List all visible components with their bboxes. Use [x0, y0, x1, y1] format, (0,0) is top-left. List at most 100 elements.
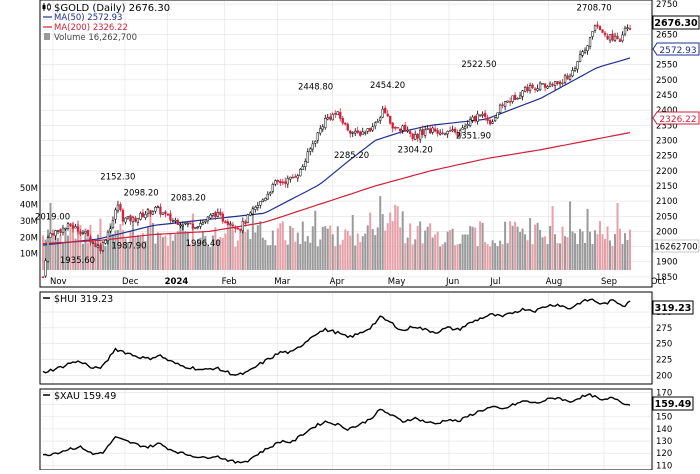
main-panel-frame [39, 0, 653, 288]
volume-bar [131, 223, 134, 270]
volume-bar [109, 223, 112, 270]
ma50-line [42, 57, 631, 246]
candle-body [281, 181, 284, 184]
volume-bar [414, 239, 417, 270]
volume-bar [424, 230, 427, 270]
candle-body [131, 216, 135, 223]
candle-body [124, 217, 127, 223]
volume-bar [124, 238, 127, 270]
price-annotation: 2083.20 [171, 193, 206, 203]
month-tick-label: 2024 [165, 277, 189, 287]
candle-body [621, 34, 624, 42]
candle-body [94, 242, 97, 247]
volume-bar [69, 227, 72, 270]
volume-bar [64, 229, 67, 270]
volume-bar [429, 223, 432, 270]
volume-bar [354, 245, 357, 270]
svg-text:2676.30: 2676.30 [654, 18, 698, 29]
volume-bar [66, 235, 69, 270]
candle-body [224, 221, 227, 224]
candle-body [571, 70, 574, 77]
candle-body [531, 84, 534, 88]
volume-bar [146, 226, 149, 270]
candle-body [259, 201, 262, 206]
volume-bar [554, 234, 557, 270]
candle-body [416, 133, 419, 139]
volume-bar [359, 241, 362, 270]
volume-bar [464, 234, 467, 270]
volume-bar [471, 226, 474, 270]
candle-body [319, 128, 322, 134]
volume-bar [174, 234, 177, 270]
candle-body [381, 108, 384, 118]
candle-body [234, 226, 237, 229]
candle-body [498, 104, 502, 113]
candle-body [156, 206, 160, 208]
candle-body [129, 215, 132, 222]
month-tick-label: Sep [601, 277, 617, 287]
candle-body [51, 233, 55, 236]
volume-bar [416, 225, 419, 270]
price-tick-label: 2100 [656, 197, 678, 207]
candle-body [548, 83, 552, 87]
candle-body [194, 227, 197, 229]
candle-body [369, 127, 372, 132]
candle-body [119, 204, 122, 211]
volume-bar [409, 223, 412, 270]
candle-body [441, 132, 444, 135]
svg-text:319.23: 319.23 [655, 303, 692, 314]
volume-bar [304, 241, 307, 270]
volume-bar [229, 225, 232, 270]
volume-bar [406, 237, 409, 270]
xau-tick-label: 150 [656, 413, 672, 423]
candle-body [186, 222, 190, 225]
volume-bar [549, 226, 552, 270]
volume-bar [589, 231, 592, 270]
volume-bar [401, 211, 404, 270]
volume-bar [351, 214, 354, 270]
volume-bar [86, 242, 89, 270]
volume-bar [616, 202, 619, 270]
volume-bar [481, 222, 484, 270]
volume-bar [279, 223, 282, 270]
candle-body [513, 94, 517, 100]
candle-body [321, 126, 324, 130]
volume-bar [61, 243, 64, 270]
volume-bar [94, 242, 97, 270]
candle-body [196, 226, 200, 228]
candle-body [394, 127, 397, 129]
volume-bar [81, 243, 84, 270]
price-tick-label: 2300 [656, 136, 678, 146]
volume-bar [501, 244, 504, 270]
candle-body [166, 213, 170, 216]
candle-body [139, 213, 142, 220]
hui-legend: $HUI 319.23 [43, 294, 113, 305]
candle-body [426, 128, 429, 130]
volume-bar [439, 246, 442, 270]
price-tick-label: 2150 [656, 182, 678, 192]
volume-tick-label: 40M [20, 201, 38, 211]
candle-body [424, 129, 427, 136]
volume-bar [329, 225, 332, 270]
volume-bar [331, 234, 334, 270]
candle-body [174, 219, 177, 222]
candle-body [421, 129, 424, 135]
volume-bar [314, 210, 317, 270]
candle-body [86, 230, 90, 236]
price-tick-label: 2250 [656, 152, 678, 162]
volume-bar [509, 221, 512, 270]
candle-body [251, 208, 254, 215]
volume-tick-label: 50M [20, 184, 38, 194]
candle-body [144, 214, 147, 219]
candle-body [473, 116, 477, 121]
candle-body [578, 54, 582, 62]
volume-bar [469, 226, 472, 270]
volume-bar [421, 243, 424, 270]
volume-bar [539, 229, 542, 270]
volume-bar [506, 243, 509, 270]
candle-body [476, 113, 479, 122]
candle-body [606, 35, 609, 40]
candle-body [79, 231, 82, 235]
volume-bar [56, 237, 59, 270]
